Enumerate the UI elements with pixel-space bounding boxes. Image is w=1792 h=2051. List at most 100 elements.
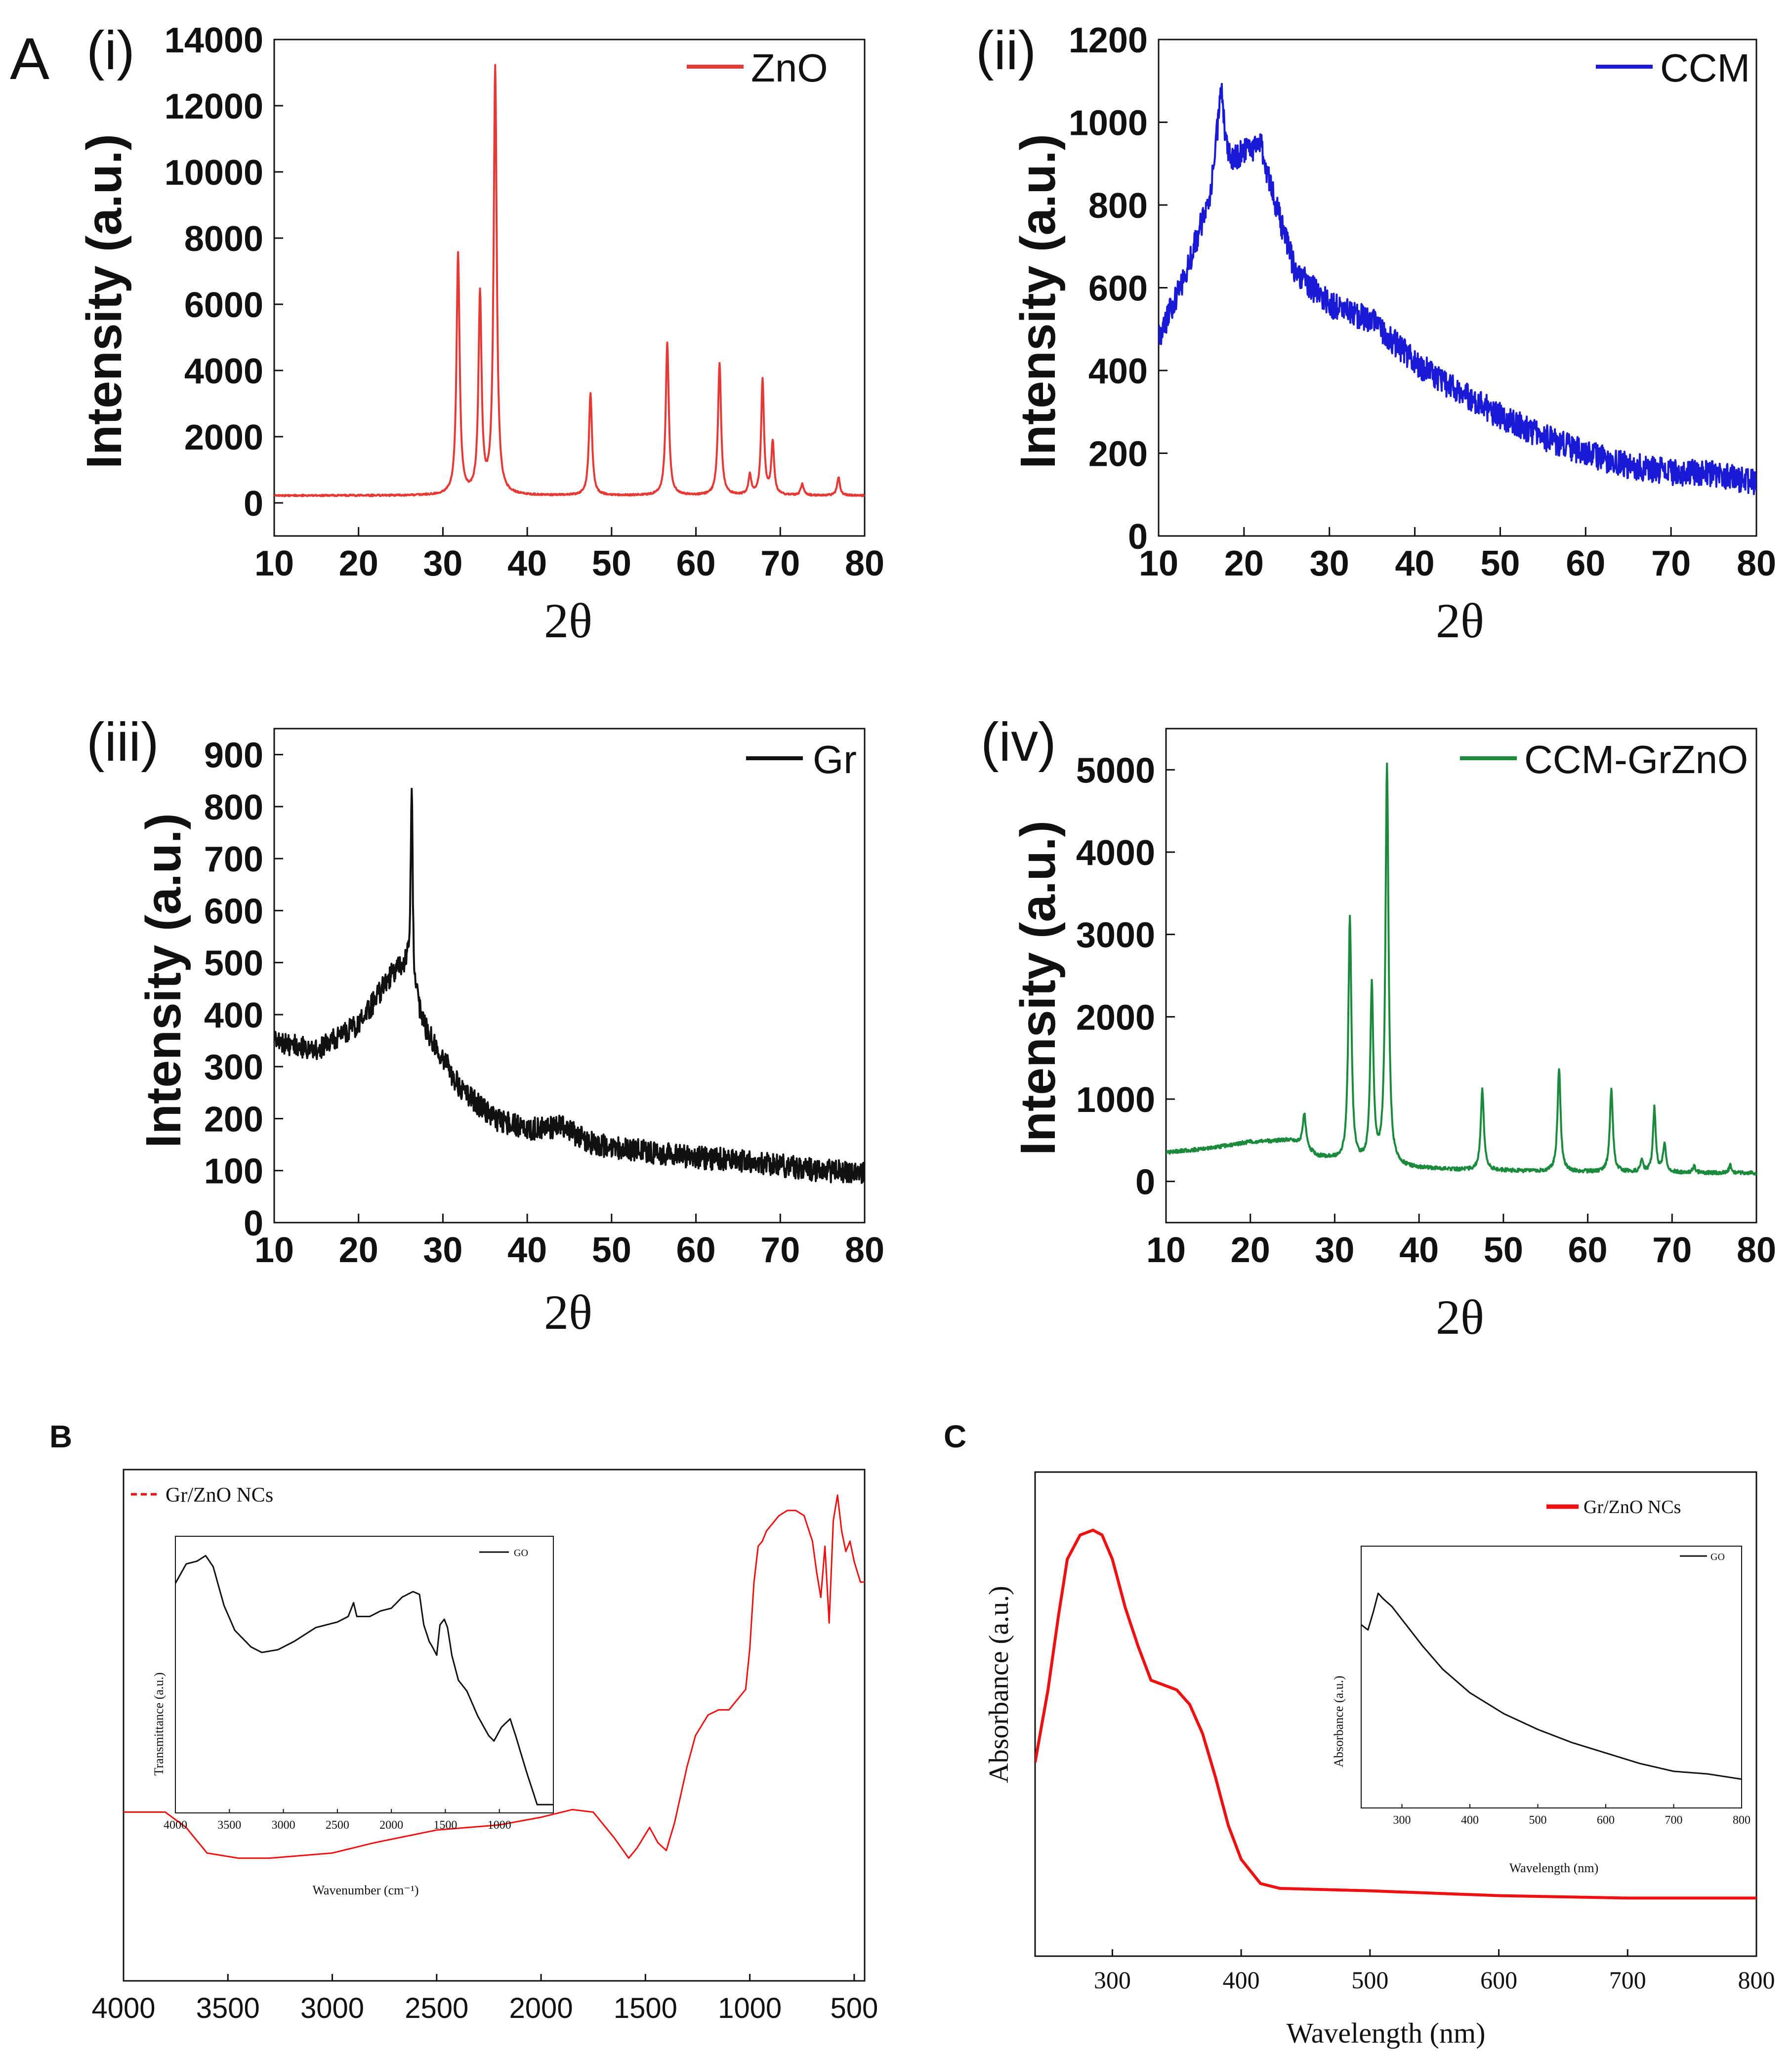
series-line (175, 1555, 553, 1805)
series-line (1361, 1592, 1742, 1780)
y-tick-label: 5000 (1076, 751, 1155, 790)
x-tick-label: 3500 (196, 1992, 260, 2024)
y-tick-label: 400 (204, 996, 263, 1035)
x-tick-label: 50 (1484, 1231, 1523, 1270)
x-tick-label: 20 (339, 1231, 378, 1270)
y-tick-label: 900 (204, 736, 263, 776)
y-tick-label: 400 (1088, 352, 1148, 391)
y-tick-label: 100 (204, 1152, 263, 1191)
series-line (124, 1494, 865, 1859)
xrd-zno-plot: 10 20 30 40 50 60 70 80 0 2000 4000 6000 8000 10000 12… (165, 21, 884, 583)
x-tick-label: 80 (1737, 544, 1776, 583)
y-tick-label: 0 (244, 1204, 263, 1243)
y-tick-label: 0 (1135, 1163, 1155, 1202)
x-tick-label: 400 (1461, 1814, 1479, 1827)
chart-a3: (iii) 10 20 30 40 50 60 70 80010020030040050060… (86, 712, 884, 1340)
x-tick-label: 80 (845, 1231, 884, 1270)
ylabel-a1: Intensity (a.u.) (77, 134, 132, 469)
x-tick-label: 30 (1315, 1231, 1354, 1270)
inset-ylabel-b: Transmittance (a.u.) (152, 1672, 166, 1775)
x-tick-label: 50 (592, 544, 631, 583)
x-tick-label: 1500 (433, 1819, 457, 1832)
y-tick-label: 300 (204, 1048, 263, 1087)
inset-ylabel-c: Absorbance (a.u.) (1332, 1676, 1346, 1767)
y-tick-label: 800 (1088, 186, 1148, 226)
series-line (1166, 762, 1756, 1176)
x-tick-label: 700 (1665, 1814, 1683, 1827)
x-tick-label: 10 (254, 1231, 294, 1270)
x-tick-label: 10 (254, 544, 294, 583)
y-tick-label: 4000 (1076, 833, 1155, 873)
y-tick-label: 2000 (1076, 998, 1155, 1037)
legend-label-ccm: CCM (1660, 46, 1750, 90)
plot-frame (273, 39, 866, 537)
x-tick-label: 30 (423, 1231, 462, 1270)
xlabel-a3: 2θ (544, 1285, 592, 1340)
ylabel-a4: Intensity (a.u.) (1010, 820, 1066, 1155)
y-tick-label: 200 (1088, 434, 1148, 474)
x-tick-label: 4000 (164, 1819, 187, 1832)
y-tick-label: 1200 (1069, 21, 1148, 60)
plot-frame (1034, 1471, 1757, 1957)
x-tick-label: 30 (423, 544, 462, 583)
plot-frame (1361, 1546, 1742, 1808)
x-tick-label: 10 (1139, 544, 1178, 583)
x-tick-label: 40 (507, 544, 547, 583)
y-tick-label: 10000 (165, 153, 263, 193)
chart-b: 4000 3500 3000 2500 2000 1500 1000 500 Gr/ZnO N… (91, 1469, 878, 2024)
x-tick-label: 20 (1224, 544, 1264, 583)
x-tick-label: 70 (1652, 1231, 1692, 1270)
y-tick-label: 0 (1128, 517, 1148, 557)
x-tick-label: 500 (1351, 1966, 1388, 1994)
x-tick-label: 40 (1395, 544, 1435, 583)
legend-label-zno: ZnO (751, 46, 828, 90)
uv-vis-go-inset: 300 400 500 600 700 800 (1361, 1546, 1750, 1827)
series-line (1159, 82, 1756, 495)
y-tick-label: 8000 (184, 219, 263, 259)
x-tick-label: 3000 (300, 1992, 364, 2024)
x-tick-label: 800 (1738, 1966, 1775, 1994)
x-tick-label: 500 (1529, 1814, 1547, 1827)
y-tick-label: 3000 (1076, 916, 1155, 955)
x-tick-label: 20 (339, 544, 378, 583)
plot-frame (175, 1536, 554, 1813)
plot-frame (1165, 728, 1757, 1224)
ylabel-a3: Intensity (a.u.) (136, 813, 191, 1148)
legend-label-gr-zno-uv: Gr/ZnO NCs (1584, 1497, 1681, 1518)
ylabel-c: Absorbance (a.u.) (984, 1586, 1014, 1783)
y-tick-label: 1000 (1069, 103, 1148, 143)
x-tick-label: 80 (1737, 1231, 1776, 1270)
x-tick-label: 80 (845, 544, 884, 583)
x-tick-label: 60 (676, 1231, 716, 1270)
ftir-plot: 4000 3500 3000 2500 2000 1500 1000 500 (91, 1469, 878, 2024)
x-tick-label: 600 (1597, 1814, 1615, 1827)
panel-letter-a: A (10, 26, 49, 92)
xlabel-a1: 2θ (544, 593, 592, 648)
plot-frame (123, 1469, 866, 1982)
series-line (274, 787, 865, 1184)
xrd-gr-plot: 10 20 30 40 50 60 70 80010020030040050060070080… (204, 728, 884, 1270)
y-tick-label: 500 (204, 944, 263, 984)
inset-legend-label-go-uv: GO (1710, 1552, 1725, 1562)
x-tick-label: 300 (1393, 1814, 1411, 1827)
xlabel-a4: 2θ (1436, 1290, 1484, 1345)
y-tick-label: 4000 (184, 352, 263, 391)
x-tick-label: 60 (676, 544, 716, 583)
y-tick-label: 800 (204, 788, 263, 827)
y-tick-label: 12000 (165, 87, 263, 126)
x-tick-label: 500 (830, 1992, 878, 2024)
panel-letter-b: B (49, 1419, 72, 1454)
plot-frame (273, 728, 866, 1224)
ylabel-a2: Intensity (a.u.) (1010, 134, 1066, 469)
legend-label-gr: Gr (813, 738, 857, 781)
x-tick-label: 1500 (614, 1992, 677, 2024)
y-tick-label: 0 (244, 484, 263, 524)
ftir-go-inset: 4000 3500 3000 2500 2000 1500 1000 (164, 1536, 554, 1832)
x-tick-label: 800 (1733, 1814, 1750, 1827)
x-tick-label: 2000 (379, 1819, 403, 1832)
x-tick-label: 20 (1231, 1231, 1270, 1270)
x-tick-label: 70 (760, 544, 800, 583)
